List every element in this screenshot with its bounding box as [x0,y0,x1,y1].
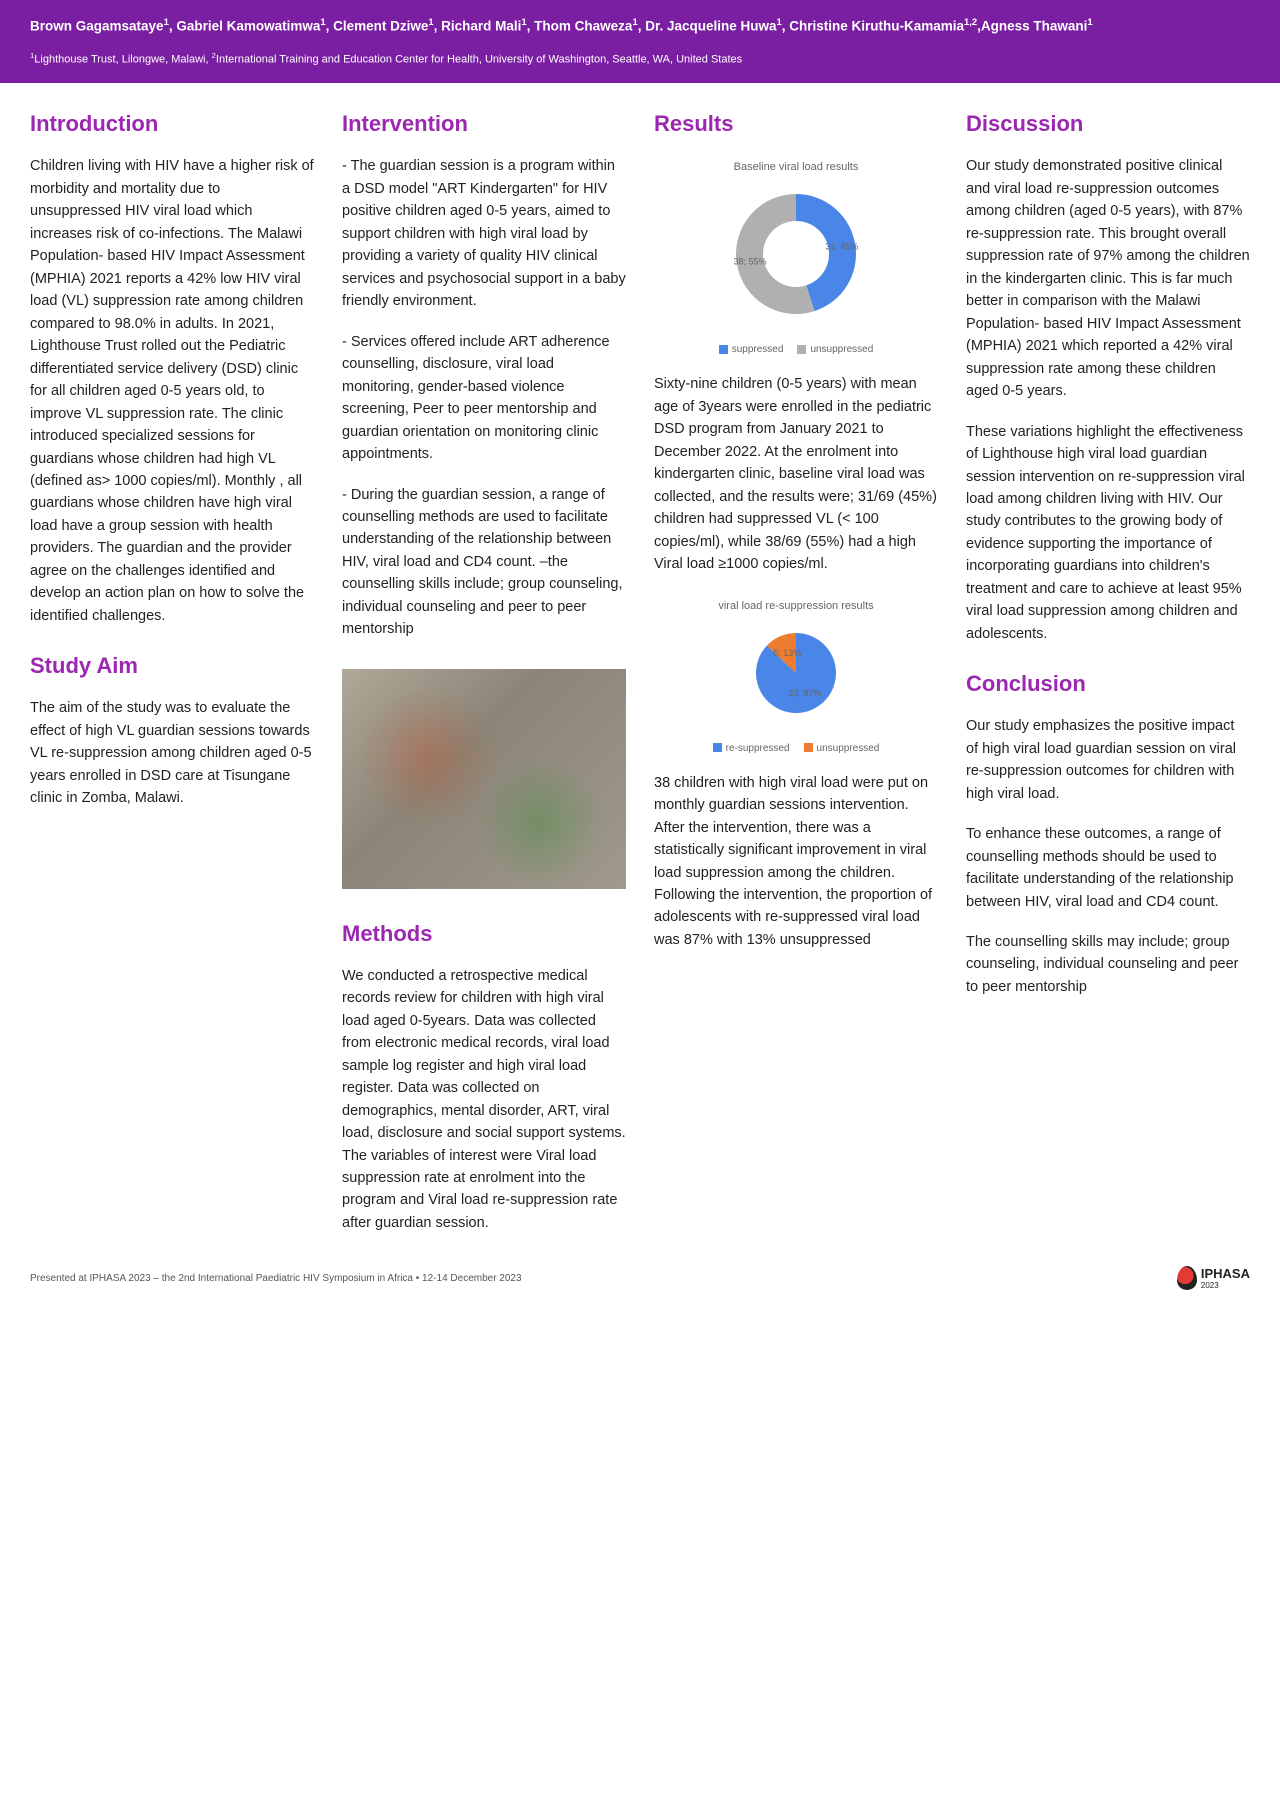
authors-line: Brown Gagamsataye1, Gabriel Kamowatimwa1… [30,16,1250,37]
heading-intervention: Intervention [342,111,626,137]
conclusion-p2: To enhance these outcomes, a range of co… [966,823,1250,913]
results-p2: 38 children with high viral load were pu… [654,772,938,952]
iphasa-logo: IPHASA2023 [1177,1266,1250,1290]
svg-text:31; 45%: 31; 45% [825,242,858,252]
intervention-p2: - Services offered include ART adherence… [342,331,626,466]
poster-header: Brown Gagamsataye1, Gabriel Kamowatimwa1… [0,0,1280,83]
poster-body: Introduction Children living with HIV ha… [0,83,1280,1262]
baseline-legend: suppressedunsuppressed [654,344,938,355]
baseline-chart-title: Baseline viral load results [654,161,938,173]
discussion-p1: Our study demonstrated positive clinical… [966,155,1250,402]
heading-results: Results [654,111,938,137]
svg-text:5; 13%: 5; 13% [773,647,801,657]
methods-text: We conducted a retrospective medical rec… [342,965,626,1235]
baseline-donut-svg: 31; 45% 38; 55% [696,179,896,329]
results-p1: Sixty-nine children (0-5 years) with mea… [654,373,938,575]
heading-conclusion: Conclusion [966,671,1250,697]
column-4: Discussion Our study demonstrated positi… [966,111,1250,1252]
heading-methods: Methods [342,921,626,947]
svg-text:38; 55%: 38; 55% [734,257,767,267]
resuppression-pie-svg: 33; 87% 5; 13% [716,618,876,728]
affiliations-line: 1Lighthouse Trust, Lilongwe, Malawi, 2In… [30,51,1250,66]
resuppression-legend: re-suppressedunsuppressed [654,743,938,754]
study-aim-text: The aim of the study was to evaluate the… [30,697,314,809]
resuppression-chart-title: viral load re-suppression results [654,600,938,612]
resuppression-chart: viral load re-suppression results 33; 87… [654,600,938,754]
heading-study-aim: Study Aim [30,653,314,679]
session-photo [342,669,626,889]
intervention-p3: - During the guardian session, a range o… [342,484,626,641]
poster-footer: Presented at IPHASA 2023 – the 2nd Inter… [0,1262,1280,1302]
intervention-p1: - The guardian session is a program with… [342,155,626,312]
svg-text:33; 87%: 33; 87% [788,688,821,698]
conclusion-p1: Our study emphasizes the positive impact… [966,715,1250,805]
introduction-text: Children living with HIV have a higher r… [30,155,314,627]
heading-discussion: Discussion [966,111,1250,137]
column-2: Intervention - The guardian session is a… [342,111,626,1252]
footer-text: Presented at IPHASA 2023 – the 2nd Inter… [30,1273,522,1284]
column-1: Introduction Children living with HIV ha… [30,111,314,1252]
column-3: Results Baseline viral load results 31; … [654,111,938,1252]
discussion-p2: These variations highlight the effective… [966,421,1250,646]
conclusion-p3: The counselling skills may include; grou… [966,931,1250,998]
heading-introduction: Introduction [30,111,314,137]
baseline-chart: Baseline viral load results 31; 45% 38; 5… [654,161,938,355]
africa-map-icon [1177,1266,1197,1290]
